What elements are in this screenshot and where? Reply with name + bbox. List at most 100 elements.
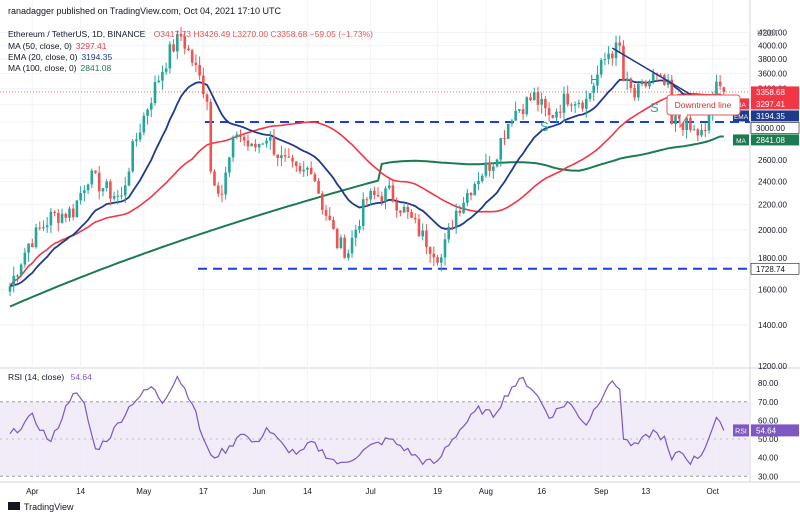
rsi-axis[interactable]: 30.00 40.00 50.00 60.00 70.00 80.00 RSI 54.64 [733, 379, 799, 481]
candle-body [321, 193, 324, 210]
candle-body [216, 185, 220, 194]
candle-body [689, 117, 692, 130]
time-tick-label: 13 [641, 487, 650, 496]
candle-body [663, 75, 666, 85]
candle-body [648, 80, 651, 87]
candle-body [473, 184, 477, 196]
candle-body [172, 44, 175, 52]
candle-body [157, 80, 161, 83]
candle-body [220, 193, 224, 195]
candle-body [555, 111, 558, 118]
candle-body [674, 115, 677, 124]
candle-body [194, 62, 198, 65]
price-tick-label: 2000.00 [758, 226, 787, 235]
candle-body [168, 44, 172, 69]
candle-body [257, 143, 261, 148]
time-axis[interactable]: Apr 14 May 17 Jun 14 Jul 19 Aug 16 Sep 13 Oct [26, 487, 720, 496]
price-badge-text: 3000.00 [756, 124, 785, 133]
candle-body [421, 230, 424, 237]
candle-body [280, 155, 283, 159]
candle-body [425, 230, 428, 248]
rsi-badge-tag [733, 424, 749, 437]
price-tick-label: 1800.00 [758, 254, 787, 263]
legend-ema20-label: EMA (20, close, 0) [8, 52, 78, 62]
candle-body [276, 154, 279, 159]
candle-body [27, 243, 30, 253]
candle-body [607, 53, 610, 60]
candle-body [692, 129, 696, 131]
candle-body [324, 209, 328, 216]
price-axis[interactable]: 1200.00 1400.00 1600.00 1800.00 2000.00 2200.… [758, 28, 787, 371]
candle-body [42, 227, 45, 229]
candle-body [228, 157, 231, 173]
candle-body [562, 93, 566, 113]
time-tick-label: 14 [303, 487, 312, 496]
candle-body [384, 188, 387, 202]
candle-body [428, 247, 432, 254]
candle-body [161, 71, 164, 81]
main-pane [0, 0, 750, 368]
candle-body [101, 188, 105, 192]
candle-body [506, 123, 510, 139]
legend-ma50[interactable]: MA (50, close, 0) 3297.41 [8, 41, 107, 51]
candle-body [183, 36, 187, 49]
candle-body [495, 159, 499, 167]
candle-body [484, 162, 488, 176]
publisher-line: ranadagger published on TradingView.com,… [8, 6, 282, 16]
candle-body [187, 48, 190, 51]
rsi-badge-tag-text: RSI [735, 428, 747, 435]
candle-body [439, 257, 443, 263]
candle-body [380, 196, 384, 202]
price-badge [751, 110, 799, 122]
candle-body [123, 185, 127, 196]
price-tick-label: 4200.00 [758, 28, 787, 37]
candle-body [406, 206, 410, 213]
candle-body [350, 237, 354, 254]
candle-body [19, 264, 23, 276]
rsi-tick-label: 30.00 [758, 472, 779, 481]
candle-body [577, 102, 581, 105]
candle-body [592, 85, 596, 94]
candle-body [707, 115, 711, 131]
time-tick-label: May [136, 487, 151, 496]
candle-body [231, 136, 235, 158]
right-shoulder-label: S [650, 100, 659, 115]
candle-body [38, 227, 42, 229]
candle-body [179, 33, 183, 37]
candle-body [287, 156, 291, 158]
rsi-value-badge [751, 424, 799, 437]
candle-body [681, 118, 685, 131]
candle-body [83, 190, 86, 193]
candle-body [402, 206, 406, 213]
legend-ema20-value: 3194.35 [81, 52, 112, 62]
candle-body [651, 73, 655, 81]
candle-body [625, 78, 629, 81]
price-badge-prefix [733, 98, 749, 110]
candle-body [261, 143, 265, 145]
candle-body [23, 252, 27, 265]
legend-ema20[interactable]: EMA (20, close, 0) 3194.35 [8, 52, 112, 62]
legend-ma100[interactable]: MA (100, close, 0) 2841.08 [8, 63, 112, 73]
tradingview-logo-text: TradingView [24, 502, 74, 512]
candle-body [532, 92, 536, 101]
candle-body [339, 237, 343, 249]
candle-body [599, 59, 603, 75]
candle-body [86, 184, 90, 191]
candle-body [239, 134, 242, 137]
time-tick-label: Oct [706, 487, 719, 496]
candle-body [629, 78, 633, 88]
candle-body [540, 98, 543, 105]
candle-body [306, 167, 309, 170]
candle-body [90, 170, 94, 185]
candle-body [75, 200, 79, 218]
candle-body [164, 68, 168, 72]
candle-body [499, 138, 503, 160]
price-badges: 3358.6806:49:10MA3297.41EMA3194.353000.0… [733, 86, 800, 275]
candle-body [722, 87, 726, 92]
rsi-legend-value: 54.64 [71, 372, 93, 382]
tradingview-logo[interactable]: TradingView [8, 502, 74, 512]
candle-body [71, 208, 75, 218]
candle-body [503, 138, 506, 140]
rsi-tick-label: 60.00 [758, 416, 779, 425]
candle-body [633, 87, 636, 98]
